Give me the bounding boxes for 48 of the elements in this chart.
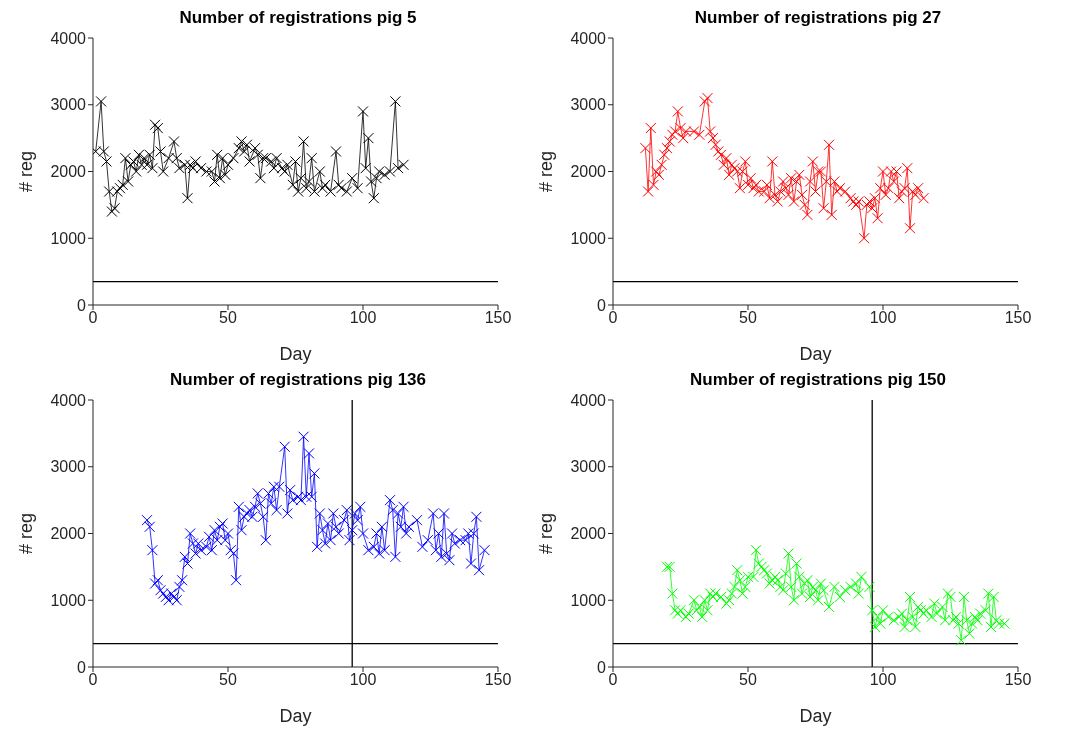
y-tick-label: 1000 — [50, 229, 87, 247]
y-tick-label: 2000 — [50, 525, 87, 543]
y-tick-label: 1000 — [50, 591, 87, 609]
y-tick-label: 2000 — [50, 163, 87, 181]
x-tick-label: 100 — [349, 671, 377, 689]
x-tick-label: 0 — [88, 309, 98, 327]
y-tick-label: 4000 — [50, 391, 87, 409]
chart-title: Number of registrations pig 27 — [693, 8, 943, 29]
x-axis-title: Day — [799, 344, 832, 364]
y-axis-title: # reg — [16, 512, 37, 555]
y-tick-label: 3000 — [50, 458, 87, 476]
x-tick-label: 0 — [88, 671, 98, 689]
y-tick-label: 1000 — [570, 229, 607, 247]
x-tick-label: 50 — [219, 309, 237, 327]
x-tick-label: 50 — [739, 671, 757, 689]
y-tick-label: 4000 — [570, 391, 607, 409]
x-tick-label: 50 — [219, 671, 237, 689]
y-tick-label: 2000 — [570, 525, 607, 543]
y-tick-label: 0 — [597, 658, 607, 676]
x-axis-title: Day — [279, 344, 312, 364]
y-tick-label: 4000 — [570, 29, 607, 47]
x-tick-label: 100 — [869, 309, 897, 327]
y-tick-label: 3000 — [570, 96, 607, 114]
y-tick-label: 1000 — [570, 591, 607, 609]
x-tick-label: 0 — [608, 671, 618, 689]
y-tick-label: 3000 — [570, 458, 607, 476]
x-tick-label: 100 — [869, 671, 897, 689]
x-tick-label: 100 — [349, 309, 377, 327]
chart-title: Number of registrations pig 150 — [689, 370, 947, 391]
y-axis-title: # reg — [16, 150, 37, 193]
x-axis-title: Day — [799, 706, 832, 726]
x-tick-label: 150 — [484, 309, 512, 327]
y-tick-label: 0 — [597, 296, 607, 314]
y-tick-label: 0 — [77, 658, 87, 676]
x-axis-title: Day — [279, 706, 312, 726]
y-axis-title: # reg — [536, 150, 557, 193]
y-axis-title: # reg — [536, 512, 557, 555]
y-tick-label: 2000 — [570, 163, 607, 181]
y-tick-label: 0 — [77, 296, 87, 314]
chart-title: Number of registrations pig 5 — [178, 8, 418, 29]
x-tick-label: 150 — [1004, 671, 1032, 689]
x-tick-label: 0 — [608, 309, 618, 327]
x-tick-label: 50 — [739, 309, 757, 327]
y-tick-label: 3000 — [50, 96, 87, 114]
x-tick-label: 150 — [1004, 309, 1032, 327]
x-tick-label: 150 — [484, 671, 512, 689]
chart-title: Number of registrations pig 136 — [169, 370, 427, 391]
y-tick-label: 4000 — [50, 29, 87, 47]
